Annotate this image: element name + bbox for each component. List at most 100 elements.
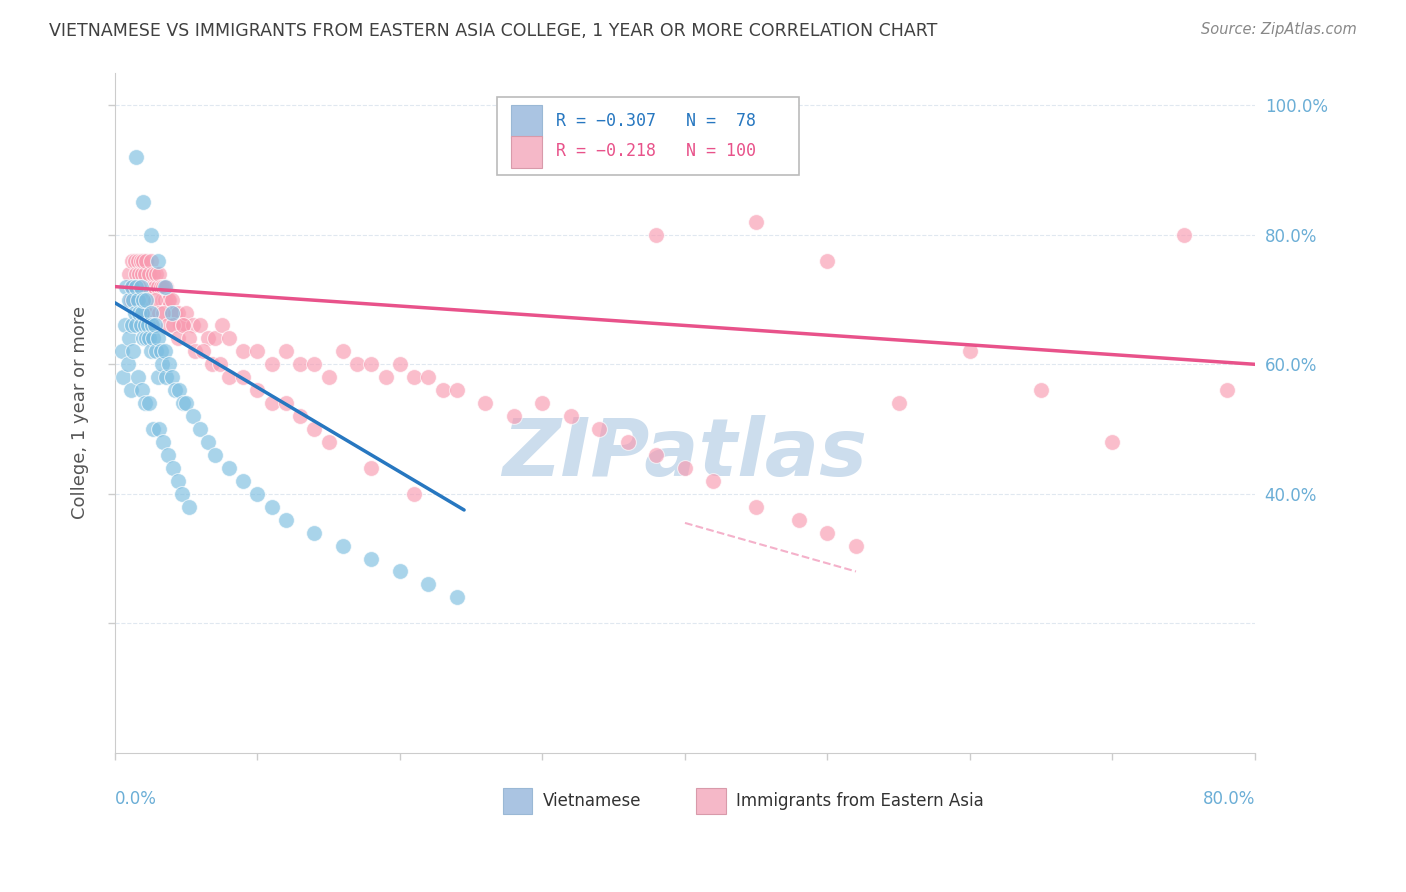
Point [162, 461, 184, 475]
Point [172, 318, 194, 333]
Point [531, 396, 554, 410]
Point [139, 253, 162, 268]
Point [136, 305, 159, 319]
Point [156, 448, 179, 462]
Point [139, 344, 162, 359]
Point [673, 461, 696, 475]
Point [418, 577, 440, 591]
Point [128, 305, 150, 319]
Point [702, 474, 724, 488]
Point [274, 513, 297, 527]
Point [132, 293, 155, 307]
Point [138, 267, 160, 281]
Point [118, 331, 141, 345]
Point [232, 344, 254, 359]
Point [121, 318, 143, 333]
Point [111, 344, 134, 359]
Point [122, 279, 145, 293]
Point [131, 293, 153, 307]
Point [112, 370, 135, 384]
Point [190, 318, 212, 333]
Point [360, 551, 382, 566]
Point [388, 357, 411, 371]
Point [146, 370, 169, 384]
Point [122, 279, 145, 293]
Point [132, 195, 155, 210]
Point [136, 318, 159, 333]
Point [432, 383, 454, 397]
Point [817, 525, 839, 540]
Point [260, 396, 283, 410]
Point [125, 318, 148, 333]
Point [260, 357, 283, 371]
Point [181, 409, 204, 423]
Point [135, 293, 157, 307]
Point [360, 357, 382, 371]
Bar [510, 105, 543, 137]
Point [129, 279, 152, 293]
Point [745, 500, 768, 514]
Point [121, 253, 143, 268]
Point [142, 331, 165, 345]
Point [845, 539, 868, 553]
Point [120, 293, 142, 307]
Point [163, 305, 186, 319]
Point [160, 293, 183, 307]
Point [190, 422, 212, 436]
Point [172, 318, 194, 333]
Text: Vietnamese: Vietnamese [543, 792, 641, 810]
Point [142, 267, 165, 281]
Point [474, 396, 496, 410]
Point [150, 293, 173, 307]
Point [162, 318, 184, 333]
Point [152, 279, 174, 293]
Text: Source: ZipAtlas.com: Source: ZipAtlas.com [1201, 22, 1357, 37]
Point [122, 293, 145, 307]
Point [156, 293, 179, 307]
Point [129, 318, 152, 333]
Point [184, 344, 207, 359]
Point [197, 435, 219, 450]
Point [817, 253, 839, 268]
Point [145, 267, 167, 281]
Point [418, 370, 440, 384]
Point [150, 357, 173, 371]
Point [166, 305, 188, 319]
Point [118, 293, 141, 307]
Point [446, 383, 468, 397]
Point [148, 422, 170, 436]
Point [374, 370, 396, 384]
Point [141, 318, 163, 333]
Point [127, 253, 149, 268]
FancyBboxPatch shape [496, 96, 799, 175]
Point [169, 318, 191, 333]
Point [181, 318, 204, 333]
Point [1173, 227, 1195, 242]
Point [125, 267, 148, 281]
Point [1031, 383, 1053, 397]
Text: R = −0.307   N =  78: R = −0.307 N = 78 [557, 112, 756, 130]
Point [246, 487, 269, 501]
Point [138, 396, 160, 410]
Point [132, 253, 155, 268]
Text: VIETNAMESE VS IMMIGRANTS FROM EASTERN ASIA COLLEGE, 1 YEAR OR MORE CORRELATION C: VIETNAMESE VS IMMIGRANTS FROM EASTERN AS… [49, 22, 938, 40]
Point [122, 344, 145, 359]
Point [157, 357, 180, 371]
Point [304, 357, 326, 371]
Point [142, 422, 165, 436]
Text: 0.0%: 0.0% [115, 790, 157, 808]
Point [166, 474, 188, 488]
Point [232, 370, 254, 384]
Bar [696, 789, 725, 814]
Point [155, 279, 177, 293]
Point [503, 409, 526, 423]
Point [157, 293, 180, 307]
Point [124, 253, 146, 268]
Point [120, 383, 142, 397]
Point [129, 253, 152, 268]
Point [139, 318, 162, 333]
Point [290, 409, 312, 423]
Point [204, 331, 226, 345]
Point [172, 396, 194, 410]
Point [127, 293, 149, 307]
